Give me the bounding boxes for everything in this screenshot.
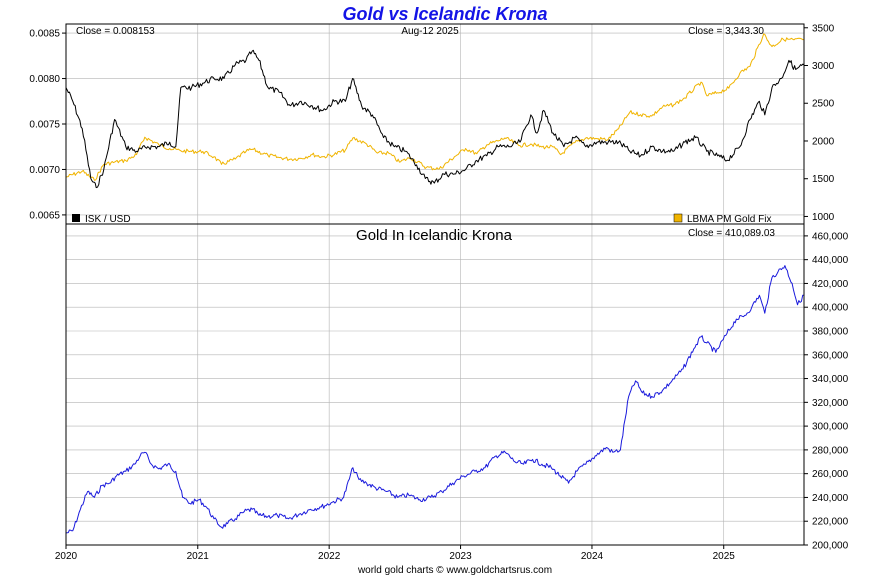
top-close-left: Close = 0.008153 xyxy=(76,26,155,37)
x-tick-label: 2021 xyxy=(187,551,210,562)
gold-in-isk-line xyxy=(65,265,804,534)
frame-layer xyxy=(65,23,805,546)
left-tick-label: 0.0085 xyxy=(29,29,60,40)
legend-label-isk: ISK / USD xyxy=(85,214,131,225)
left-tick-label: 0.0070 xyxy=(29,165,60,176)
left-tick-label: 0.0065 xyxy=(29,210,60,221)
right-tick-label: 2000 xyxy=(812,136,835,147)
bottom-right-tick-label: 240,000 xyxy=(812,493,849,504)
x-tick-label: 2024 xyxy=(581,551,604,562)
bottom-right-tick-label: 200,000 xyxy=(812,541,849,552)
bottom-right-tick-label: 320,000 xyxy=(812,398,849,409)
isk-usd-line xyxy=(65,49,805,189)
bottom-panel-title: Gold In Icelandic Krona xyxy=(356,227,513,244)
grid-layer xyxy=(65,24,804,546)
bottom-right-tick-label: 360,000 xyxy=(812,350,849,361)
footer-credit: world gold charts © www.goldchartsrus.co… xyxy=(357,565,552,575)
legend-swatch-isk xyxy=(72,214,80,222)
bottom-right-tick-label: 400,000 xyxy=(812,303,849,314)
bottom-right-tick-label: 220,000 xyxy=(812,517,849,528)
bottom-right-tick-label: 460,000 xyxy=(812,231,849,242)
x-tick-label: 2020 xyxy=(55,551,78,562)
top-date-label: Aug-12 2025 xyxy=(401,26,459,37)
bottom-right-tick-label: 280,000 xyxy=(812,445,849,456)
left-tick-label: 0.0075 xyxy=(29,120,60,131)
bottom-right-tick-label: 340,000 xyxy=(812,374,849,385)
legend-label-gold-fix: LBMA PM Gold Fix xyxy=(687,214,771,225)
right-tick-label: 3500 xyxy=(812,23,835,34)
bottom-close-right: Close = 410,089.03 xyxy=(688,228,775,239)
gold-fix-line xyxy=(65,33,804,181)
x-tick-label: 2023 xyxy=(449,551,472,562)
left-tick-label: 0.0080 xyxy=(29,74,60,85)
bottom-right-tick-label: 260,000 xyxy=(812,469,849,480)
right-tick-label: 1000 xyxy=(812,212,835,223)
axis-layer: 2020 2021 2022 2023 2024 2025 0.0065 0.0070 0.00… xyxy=(29,23,848,562)
top-close-right: Close = 3,343.30 xyxy=(688,26,764,37)
right-tick-label: 2500 xyxy=(812,99,835,110)
right-tick-label: 3000 xyxy=(812,61,835,72)
legend-swatch-gold-fix xyxy=(673,213,683,223)
chart-title: Gold vs Icelandic Krona xyxy=(342,4,547,24)
bottom-right-tick-label: 420,000 xyxy=(812,279,849,290)
right-tick-label: 1500 xyxy=(812,174,835,185)
bottom-right-tick-label: 440,000 xyxy=(812,255,849,266)
bottom-right-tick-label: 300,000 xyxy=(812,422,849,433)
x-tick-label: 2022 xyxy=(318,551,341,562)
bottom-right-tick-label: 380,000 xyxy=(812,327,849,338)
x-tick-label: 2025 xyxy=(713,551,736,562)
bottom-panel-frame xyxy=(65,223,805,546)
series-layer xyxy=(65,33,805,534)
